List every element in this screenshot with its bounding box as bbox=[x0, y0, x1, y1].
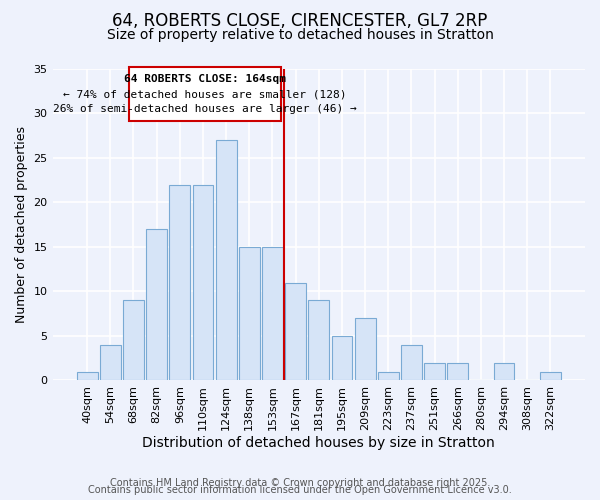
Text: 64 ROBERTS CLOSE: 164sqm: 64 ROBERTS CLOSE: 164sqm bbox=[124, 74, 286, 85]
Bar bbox=[216, 140, 236, 380]
Bar bbox=[239, 247, 260, 380]
Text: Contains HM Land Registry data © Crown copyright and database right 2025.: Contains HM Land Registry data © Crown c… bbox=[110, 478, 490, 488]
Text: 64, ROBERTS CLOSE, CIRENCESTER, GL7 2RP: 64, ROBERTS CLOSE, CIRENCESTER, GL7 2RP bbox=[112, 12, 488, 30]
Bar bbox=[308, 300, 329, 380]
Y-axis label: Number of detached properties: Number of detached properties bbox=[15, 126, 28, 323]
Bar bbox=[100, 345, 121, 380]
Bar bbox=[424, 362, 445, 380]
Bar bbox=[77, 372, 98, 380]
FancyBboxPatch shape bbox=[129, 67, 281, 120]
Bar bbox=[355, 318, 376, 380]
Bar bbox=[401, 345, 422, 380]
Bar bbox=[146, 229, 167, 380]
Bar bbox=[285, 282, 306, 380]
Text: Size of property relative to detached houses in Stratton: Size of property relative to detached ho… bbox=[107, 28, 493, 42]
Bar bbox=[494, 362, 514, 380]
Text: Contains public sector information licensed under the Open Government Licence v3: Contains public sector information licen… bbox=[88, 485, 512, 495]
Bar bbox=[378, 372, 398, 380]
Bar bbox=[123, 300, 144, 380]
Bar bbox=[540, 372, 561, 380]
Bar bbox=[169, 184, 190, 380]
Bar bbox=[193, 184, 214, 380]
Bar bbox=[262, 247, 283, 380]
Text: ← 74% of detached houses are smaller (128): ← 74% of detached houses are smaller (12… bbox=[63, 90, 346, 100]
Bar bbox=[332, 336, 352, 380]
Text: 26% of semi-detached houses are larger (46) →: 26% of semi-detached houses are larger (… bbox=[53, 104, 356, 114]
X-axis label: Distribution of detached houses by size in Stratton: Distribution of detached houses by size … bbox=[142, 436, 495, 450]
Bar bbox=[448, 362, 468, 380]
